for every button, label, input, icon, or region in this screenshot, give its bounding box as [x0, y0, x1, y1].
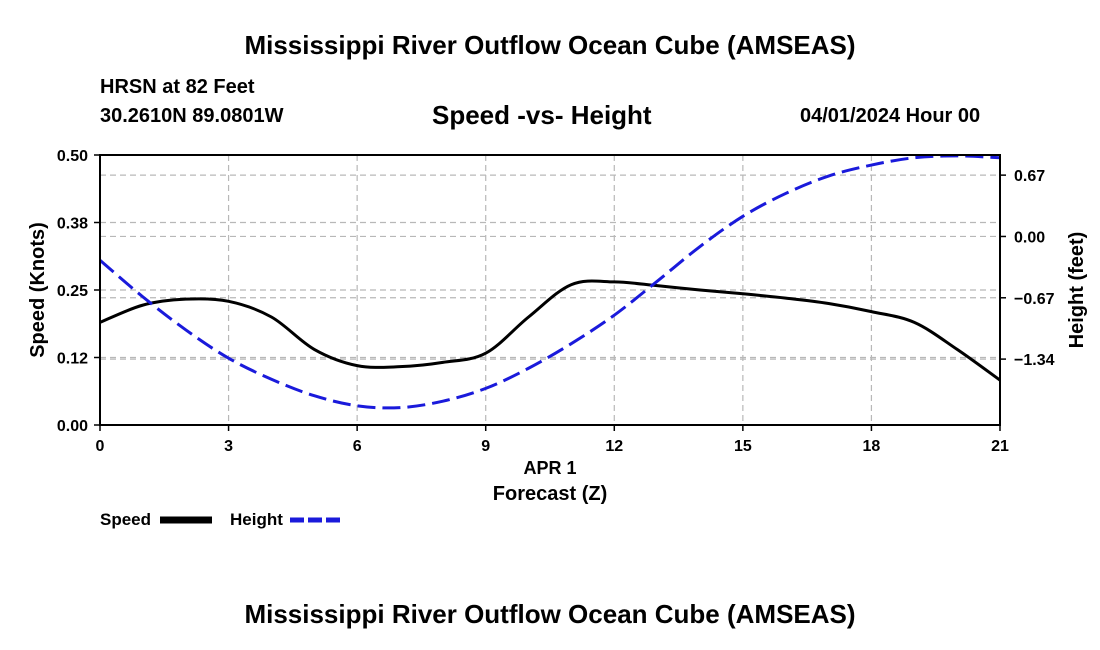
- y-tick-label: 0.12: [57, 351, 88, 368]
- legend-height-label: Height: [230, 510, 283, 529]
- grid: [100, 155, 1000, 425]
- forecast-datetime: 04/01/2024 Hour 00: [800, 105, 981, 127]
- legend: Speed Height: [100, 510, 342, 529]
- y2-tick-label: −1.34: [1014, 352, 1055, 369]
- x-tick-label: 12: [605, 438, 623, 455]
- y-tick-label: 0.25: [57, 283, 88, 300]
- x-tick-label: 3: [224, 438, 233, 455]
- x-tick-label: 21: [991, 438, 1009, 455]
- y-tick-label: 0.00: [57, 418, 88, 435]
- x-axis-title: Forecast (Z): [493, 483, 607, 505]
- x-axis-date-label: APR 1: [523, 458, 576, 478]
- x-tick-label: 6: [353, 438, 362, 455]
- footer-title: Mississippi River Outflow Ocean Cube (AM…: [244, 599, 856, 629]
- y-tick-label: 0.38: [57, 216, 88, 233]
- y2-tick-label: 0.67: [1014, 168, 1045, 185]
- station-label: HRSN at 82 Feet: [100, 76, 255, 98]
- y2-axis-title: Height (feet): [1066, 232, 1088, 349]
- y2-tick-label: 0.00: [1014, 229, 1045, 246]
- y-tick-label: 0.50: [57, 148, 88, 165]
- station-coordinates: 30.2610N 89.0801W: [100, 105, 284, 127]
- axes: 0 3 6 9 12 15 18 21 0.00 0.12 0.25 0.38 0.50 0.67 0.00…: [57, 148, 1055, 455]
- x-tick-label: 15: [734, 438, 752, 455]
- y2-tick-label: −0.67: [1014, 291, 1055, 308]
- x-tick-label: 9: [481, 438, 490, 455]
- series-layer: [99, 154, 1001, 410]
- y-axis-title: Speed (Knots): [27, 222, 49, 358]
- speed-series-line: [99, 279, 1001, 382]
- x-tick-label: 18: [863, 438, 881, 455]
- chart-main-title: Mississippi River Outflow Ocean Cube (AM…: [244, 30, 856, 60]
- legend-speed-label: Speed: [100, 510, 151, 529]
- x-tick-label: 0: [96, 438, 105, 455]
- height-series-line: [99, 154, 1001, 410]
- speed-height-chart: 0 3 6 9 12 15 18 21 0.00 0.12 0.25 0.38 0.50 0.67 0.00…: [27, 148, 1088, 529]
- chart-subtitle: Speed -vs- Height: [432, 100, 652, 130]
